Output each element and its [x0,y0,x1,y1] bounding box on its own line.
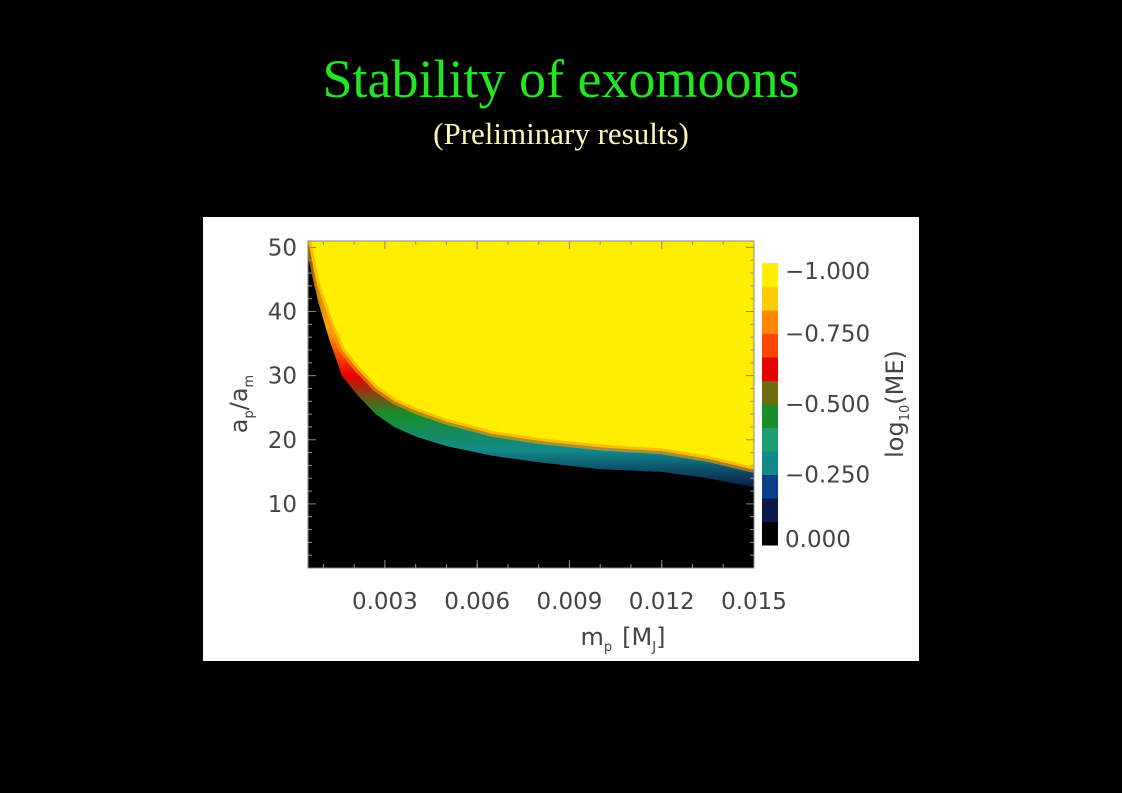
x-tick-label: 0.012 [629,589,695,615]
stability-heatmap-figure: 0.003 0.006 0.009 0.012 0.015 10 20 30 40 50 −1.0… [203,217,919,661]
x-axis-title: mp [MJ] [581,623,666,655]
colorbar-tick-label: 0.000 [785,527,851,553]
colorbar-tick-label: −0.750 [785,322,870,348]
slide-title: Stability of exomoons [322,49,800,109]
y-tick-label: 40 [268,300,297,326]
colorbar-tick-label: −1.000 [785,259,870,285]
x-tick-label: 0.009 [537,589,603,615]
y-axis-title: ap/am [225,375,257,433]
plot-frame [307,240,755,569]
colorbar-level [762,286,778,311]
colorbar-level [762,263,778,287]
colorbar-level [762,521,778,546]
colorbar-level [762,474,778,499]
colorbar-level [762,404,778,428]
y-tick-label: 50 [268,235,297,261]
colorbar-level [762,380,778,405]
stability-heatmap-chart: 0.003 0.006 0.009 0.012 0.015 10 20 30 40 50 −1.0… [225,235,913,655]
y-tick-label: 10 [268,492,297,518]
stability-boundary-line [308,241,754,473]
colorbar-title: log10(ME) [881,350,913,458]
stable-region [308,241,754,470]
colorbar-level [762,427,778,452]
colorbar-level [762,333,778,358]
colorbar-tick-label: −0.250 [785,463,870,489]
colorbar-level [762,357,778,381]
x-tick-label: 0.003 [352,589,418,615]
colorbar-level [762,498,778,522]
y-tick-label: 20 [268,428,297,454]
colorbar-tick-label: −0.500 [785,392,870,418]
y-tick-label: 30 [268,364,297,390]
slide-subtitle: (Preliminary results) [433,116,689,151]
transition-band [308,241,754,488]
x-tick-label: 0.006 [444,589,510,615]
x-tick-label: 0.015 [721,589,787,615]
colorbar-level [762,310,778,334]
colorbar-level [762,451,778,475]
